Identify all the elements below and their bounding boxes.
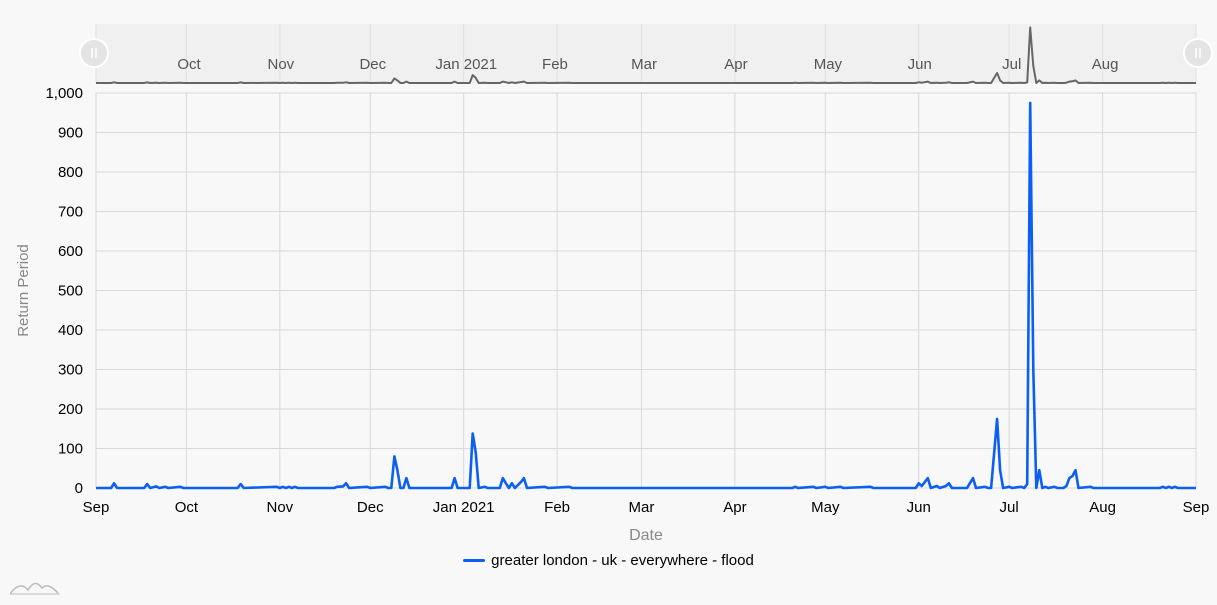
x-tick-label: May: [811, 499, 840, 516]
legend[interactable]: greater london - uk - everywhere - flood: [0, 552, 1217, 569]
y-tick-label: 0: [75, 480, 83, 497]
y-tick-label: 1,000: [45, 85, 83, 102]
x-tick-label: Sep: [1183, 499, 1210, 516]
x-tick-label: Oct: [175, 499, 199, 516]
y-tick-label: 500: [58, 283, 83, 300]
y-tick-label: 200: [58, 401, 83, 418]
navigator-tick-label: Nov: [268, 56, 295, 73]
grip-handle-circle: [79, 38, 109, 68]
y-tick-label: 900: [58, 125, 83, 142]
x-tick-label: Jun: [907, 499, 931, 516]
navigator-tick-label: Mar: [631, 56, 657, 73]
legend-swatch: [463, 559, 486, 562]
x-tick-label: Aug: [1089, 499, 1116, 516]
y-tick-label: 400: [58, 322, 83, 339]
x-tick-label: Dec: [357, 499, 384, 516]
navigator-tick-label: Feb: [542, 56, 568, 73]
x-tick-label: Jan 2021: [433, 499, 495, 516]
y-axis-title: Return Period: [15, 244, 32, 337]
x-tick-label: Feb: [544, 499, 570, 516]
series-line[interactable]: [96, 101, 1196, 490]
x-tick-label: Apr: [723, 499, 746, 516]
navigator-tick-label: May: [814, 56, 843, 73]
x-axis-title: Date: [629, 527, 663, 544]
legend-label: greater london - uk - everywhere - flood: [491, 552, 754, 569]
y-tick-label: 300: [58, 362, 83, 379]
y-tick-label: 700: [58, 204, 83, 221]
amcharts-logo-icon: [10, 582, 60, 595]
x-tick-label: Nov: [266, 499, 293, 516]
navigator-tick-label: Jul: [1002, 56, 1021, 73]
navigator-tick-label: Aug: [1092, 56, 1119, 73]
navigator-background: [96, 24, 1196, 83]
navigator-series-line: [96, 26, 1196, 84]
grip-handle-icon[interactable]: [79, 38, 109, 68]
y-tick-label: 600: [58, 243, 83, 260]
grip-handle-icon[interactable]: [1183, 38, 1213, 68]
navigator-tick-label: Jun: [908, 56, 932, 73]
navigator-tick-label: Dec: [359, 56, 386, 73]
navigator-tick-label: Oct: [177, 56, 201, 73]
navigator-tick-label: Jan 2021: [435, 56, 497, 73]
x-tick-label: Mar: [629, 499, 655, 516]
navigator-tick-label: Apr: [724, 56, 747, 73]
grip-handle-circle: [1183, 38, 1213, 68]
x-tick-label: Sep: [83, 499, 110, 516]
y-tick-label: 800: [58, 164, 83, 181]
y-tick-label: 100: [58, 441, 83, 458]
x-tick-label: Jul: [1000, 499, 1019, 516]
